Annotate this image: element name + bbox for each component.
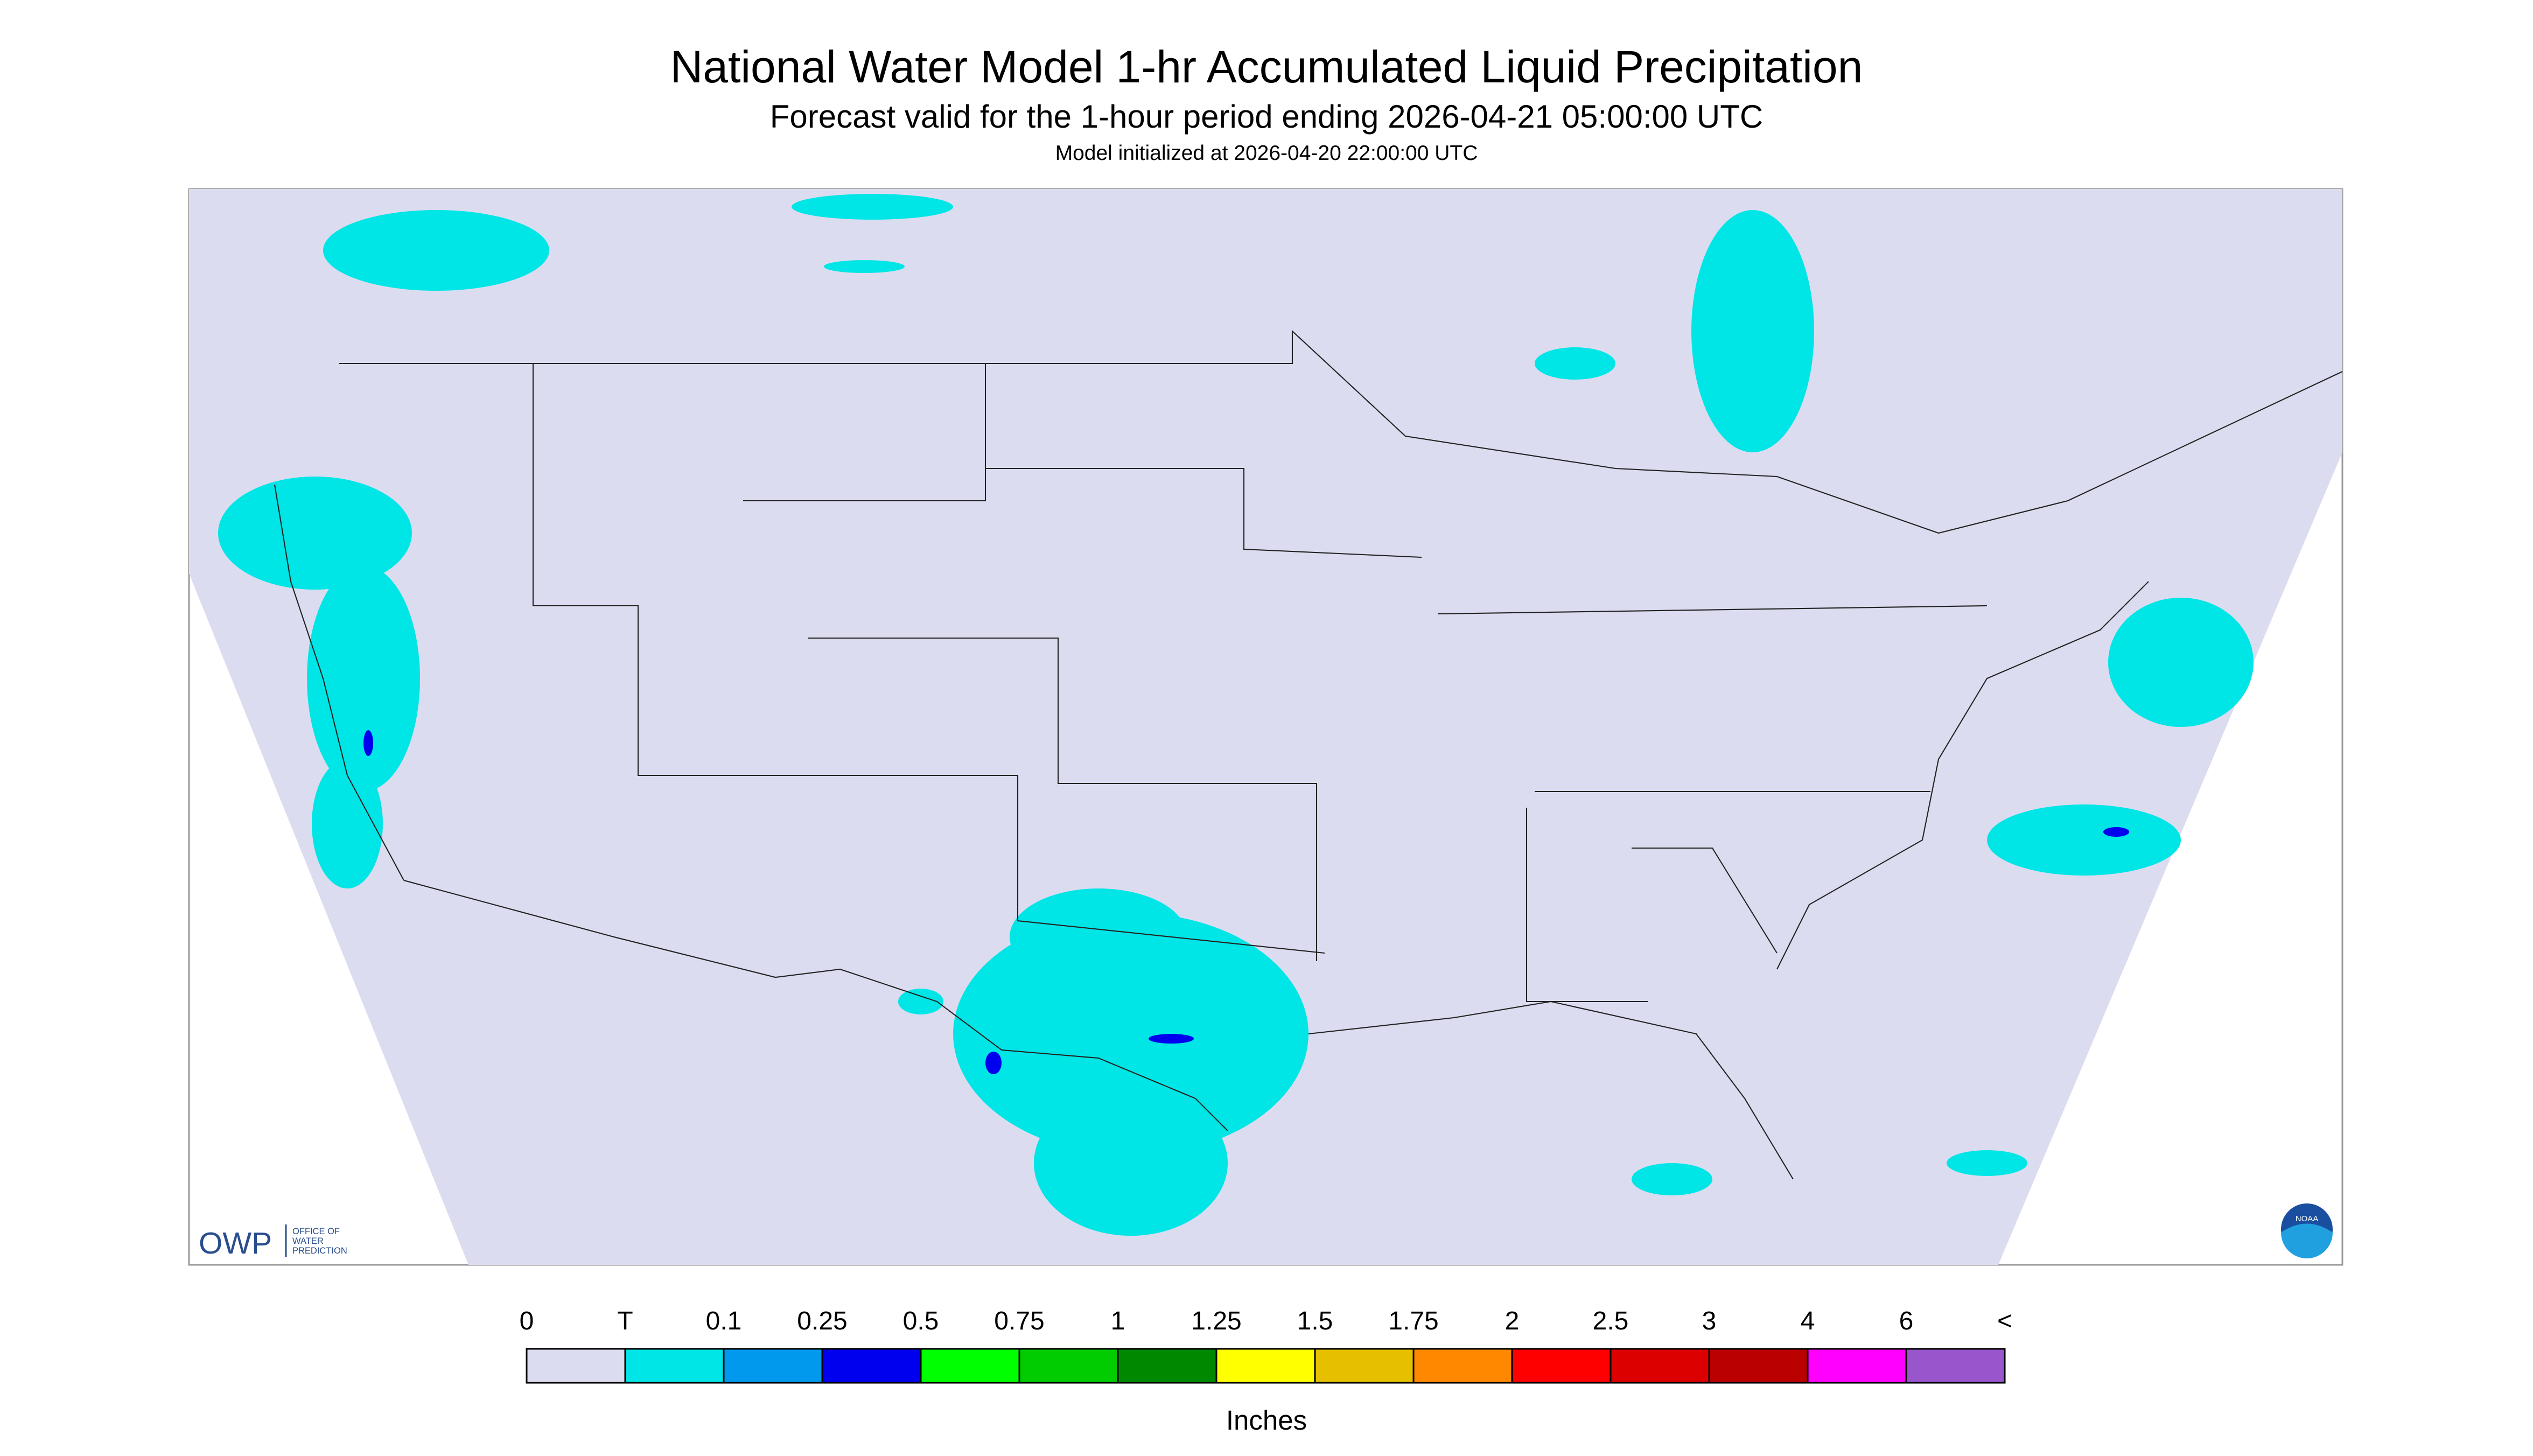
title: National Water Model 1-hr Accumulated Li… xyxy=(670,41,1863,92)
legend-swatch xyxy=(1018,1348,1119,1384)
legend-label: 6 xyxy=(1899,1307,1914,1335)
noaa-wave xyxy=(2281,1223,2333,1259)
precip-areas xyxy=(218,194,2254,1236)
legend-label: 0.25 xyxy=(797,1307,847,1335)
model-domain xyxy=(189,189,2342,1265)
noaa-text: NOAA xyxy=(2296,1214,2319,1223)
legend-label: 1.25 xyxy=(1191,1307,1241,1335)
subtitle: Forecast valid for the 1-hour period end… xyxy=(770,99,1763,135)
legend-label: 0.75 xyxy=(994,1307,1044,1335)
legend-swatch xyxy=(821,1348,922,1384)
map: OWP OFFICE OF WATER PREDICTION NOAA xyxy=(188,188,2343,1266)
init-time: Model initialized at 2026-04-20 22:00:00… xyxy=(1055,142,1478,165)
legend-label: 1 xyxy=(1111,1307,1125,1335)
legend-swatch xyxy=(526,1348,626,1384)
noaa-logo: NOAA xyxy=(2281,1203,2333,1259)
legend-label: 4 xyxy=(1801,1307,1815,1335)
legend-swatch xyxy=(920,1348,1020,1384)
legend-swatch xyxy=(1807,1348,1907,1384)
owp-logo-line: PREDICTION xyxy=(292,1246,347,1256)
legend-swatch xyxy=(1117,1348,1217,1384)
legend-label: 2 xyxy=(1505,1307,1520,1335)
legend-label: 2.5 xyxy=(1593,1307,1629,1335)
legend-label: 0 xyxy=(520,1307,534,1335)
legend-swatch xyxy=(1708,1348,1809,1384)
heavy-precip-areas xyxy=(363,730,2129,1075)
legend-label: < xyxy=(1997,1307,2012,1335)
owp-logo-line: OFFICE OF xyxy=(292,1227,340,1236)
legend-unit: Inches xyxy=(1226,1405,1307,1436)
legend-swatch xyxy=(1215,1348,1316,1384)
owp-logo: OWP OFFICE OF WATER PREDICTION xyxy=(199,1224,347,1261)
legend-label: 0.1 xyxy=(706,1307,742,1335)
boundaries xyxy=(274,330,2343,1180)
legend-swatch xyxy=(1412,1348,1513,1384)
legend-label: 0.5 xyxy=(903,1307,939,1335)
legend-label: 3 xyxy=(1702,1307,1717,1335)
owp-logo-line: WATER xyxy=(292,1236,324,1246)
legend-label: 1.75 xyxy=(1388,1307,1438,1335)
legend-swatch xyxy=(624,1348,725,1384)
legend-label: T xyxy=(617,1307,633,1335)
legend-swatch xyxy=(1905,1348,2006,1384)
legend: Inches 0 T 0.1 0.25 0.5 0.75 1 1.25 1.5 1.75 2 2.5 3… xyxy=(520,1307,2012,1436)
legend-label: 1.5 xyxy=(1297,1307,1333,1335)
legend-swatch xyxy=(723,1348,823,1384)
legend-swatch xyxy=(1610,1348,1710,1384)
owp-logo-text: OWP xyxy=(199,1226,272,1261)
legend-swatch xyxy=(1511,1348,1612,1384)
legend-swatch xyxy=(1314,1348,1415,1384)
